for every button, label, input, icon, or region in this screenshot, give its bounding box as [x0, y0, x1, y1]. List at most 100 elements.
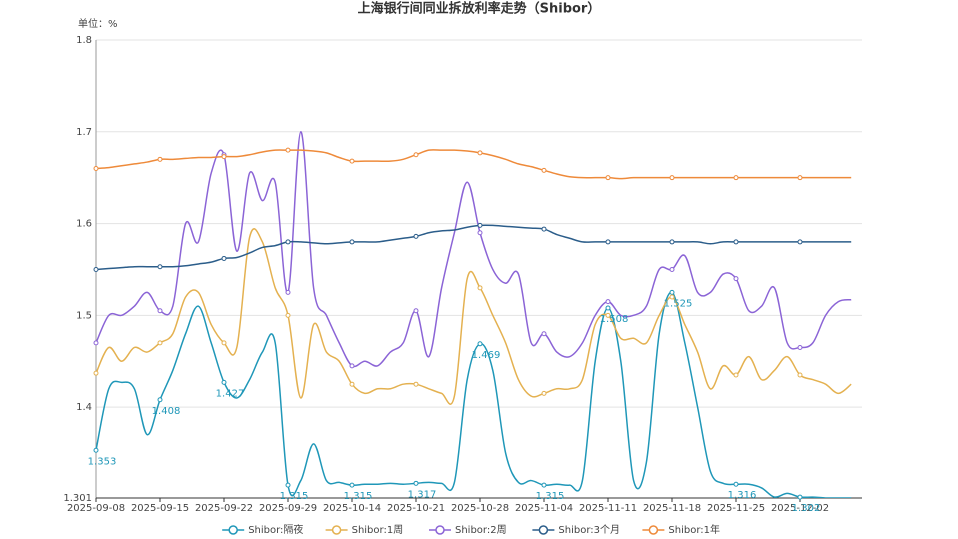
point-marker — [797, 494, 803, 500]
x-tick-label: 2025-11-25 — [707, 503, 765, 514]
y-tick-label: 1.5 — [76, 310, 92, 321]
point-marker — [285, 289, 291, 295]
point-marker — [221, 255, 227, 261]
point-marker — [605, 239, 611, 245]
y-tick-label: 1.301 — [63, 493, 92, 504]
point-marker — [605, 312, 611, 318]
point-marker — [157, 156, 163, 162]
x-tick-label: 2025-11-18 — [643, 503, 701, 514]
point-marker — [221, 379, 227, 385]
point-marker — [797, 239, 803, 245]
point-marker — [413, 233, 419, 239]
y-tick-label: 1.4 — [76, 402, 92, 413]
point-marker — [669, 239, 675, 245]
y-unit-label: 单位：% — [78, 17, 118, 30]
point-marker — [541, 167, 547, 173]
series-line — [95, 131, 852, 368]
data-label: 1.315 — [536, 491, 565, 502]
legend-item[interactable]: Shibor:1年 — [642, 523, 720, 536]
point-marker — [93, 266, 99, 272]
legend-item[interactable]: Shibor:隔夜 — [222, 523, 303, 536]
legend-swatch-marker — [228, 525, 238, 535]
point-marker — [285, 312, 291, 318]
point-marker — [157, 397, 163, 403]
point-marker — [797, 175, 803, 181]
point-marker — [477, 341, 483, 347]
point-marker — [285, 482, 291, 488]
data-label: 1.302 — [792, 503, 821, 514]
legend-label: Shibor:3个月 — [558, 524, 620, 536]
point-marker — [413, 308, 419, 314]
point-marker — [733, 239, 739, 245]
x-tick-label: 2025-10-14 — [323, 503, 381, 514]
point-marker — [477, 150, 483, 156]
grid: 1.301 1.4 1.5 1.6 1.7 1.8 2025-09-08 2025-09-15… — [63, 35, 862, 514]
x-tick-label: 2025-11-04 — [515, 503, 573, 514]
point-marker — [541, 331, 547, 337]
plot-overlay: 1.353 1.408 1.427 1.315 1.315 1.317 1.469 1.315… — [88, 147, 821, 514]
point-marker — [733, 276, 739, 282]
x-tick-label: 2025-09-15 — [131, 503, 189, 514]
data-label: 1.427 — [216, 388, 245, 399]
point-marker — [541, 226, 547, 232]
point-marker — [605, 305, 611, 311]
legend-swatch-marker — [331, 525, 342, 535]
y-tick-label: 1.8 — [76, 35, 92, 46]
series-line — [95, 149, 852, 180]
point-marker — [93, 165, 99, 171]
point-marker — [477, 222, 483, 228]
x-tick-label: 2025-09-22 — [195, 503, 253, 514]
point-marker — [349, 239, 355, 245]
point-marker — [93, 340, 99, 346]
point-marker — [285, 147, 291, 153]
series-line — [95, 228, 852, 405]
point-marker — [349, 381, 355, 387]
point-marker — [541, 482, 547, 488]
point-marker — [157, 308, 163, 314]
point-marker — [669, 289, 675, 295]
point-marker — [413, 152, 419, 158]
legend-item[interactable]: Shibor:2周 — [429, 524, 507, 536]
point-marker — [797, 372, 803, 378]
data-label: 1.508 — [600, 314, 629, 325]
legend: Shibor:隔夜 Shibor:1周 Shibor:2周 Shibor:3个月 Shi… — [222, 523, 720, 536]
data-label: 1.317 — [408, 489, 437, 500]
point-marker — [349, 363, 355, 369]
legend-item[interactable]: Shibor:3个月 — [532, 524, 620, 536]
point-marker — [413, 381, 419, 387]
x-tick-label: 2025-09-29 — [259, 503, 317, 514]
point-marker — [669, 266, 675, 272]
legend-swatch-marker — [538, 525, 549, 535]
point-marker — [605, 175, 611, 181]
x-tick-label: 2025-09-08 — [67, 503, 125, 514]
legend-swatch-marker — [648, 525, 659, 535]
point-marker — [349, 482, 355, 488]
legend-label: Shibor:隔夜 — [248, 523, 303, 536]
point-marker — [93, 447, 99, 453]
point-marker — [669, 294, 675, 300]
legend-swatch-marker — [435, 525, 445, 535]
point-marker — [221, 340, 227, 346]
point-marker — [541, 390, 547, 396]
legend-label: Shibor:2周 — [455, 524, 507, 536]
point-marker — [477, 230, 483, 236]
legend-item[interactable]: Shibor:1周 — [325, 524, 404, 536]
y-tick-label: 1.6 — [76, 219, 92, 230]
point-marker — [413, 480, 419, 486]
x-tick-label: 2025-10-28 — [451, 503, 509, 514]
data-label: 1.315 — [344, 491, 373, 502]
data-label: 1.315 — [280, 491, 309, 502]
point-marker — [669, 175, 675, 181]
x-tick-label: 2025-10-21 — [387, 503, 445, 514]
x-tick-label: 2025-12-02 — [771, 503, 829, 514]
data-label: 1.469 — [472, 350, 501, 361]
point-marker — [733, 372, 739, 378]
point-marker — [157, 340, 163, 346]
point-marker — [477, 285, 483, 291]
series-line — [95, 224, 852, 271]
point-marker — [349, 158, 355, 164]
data-label: 1.525 — [664, 298, 693, 309]
point-marker — [733, 481, 739, 487]
point-marker — [733, 175, 739, 181]
